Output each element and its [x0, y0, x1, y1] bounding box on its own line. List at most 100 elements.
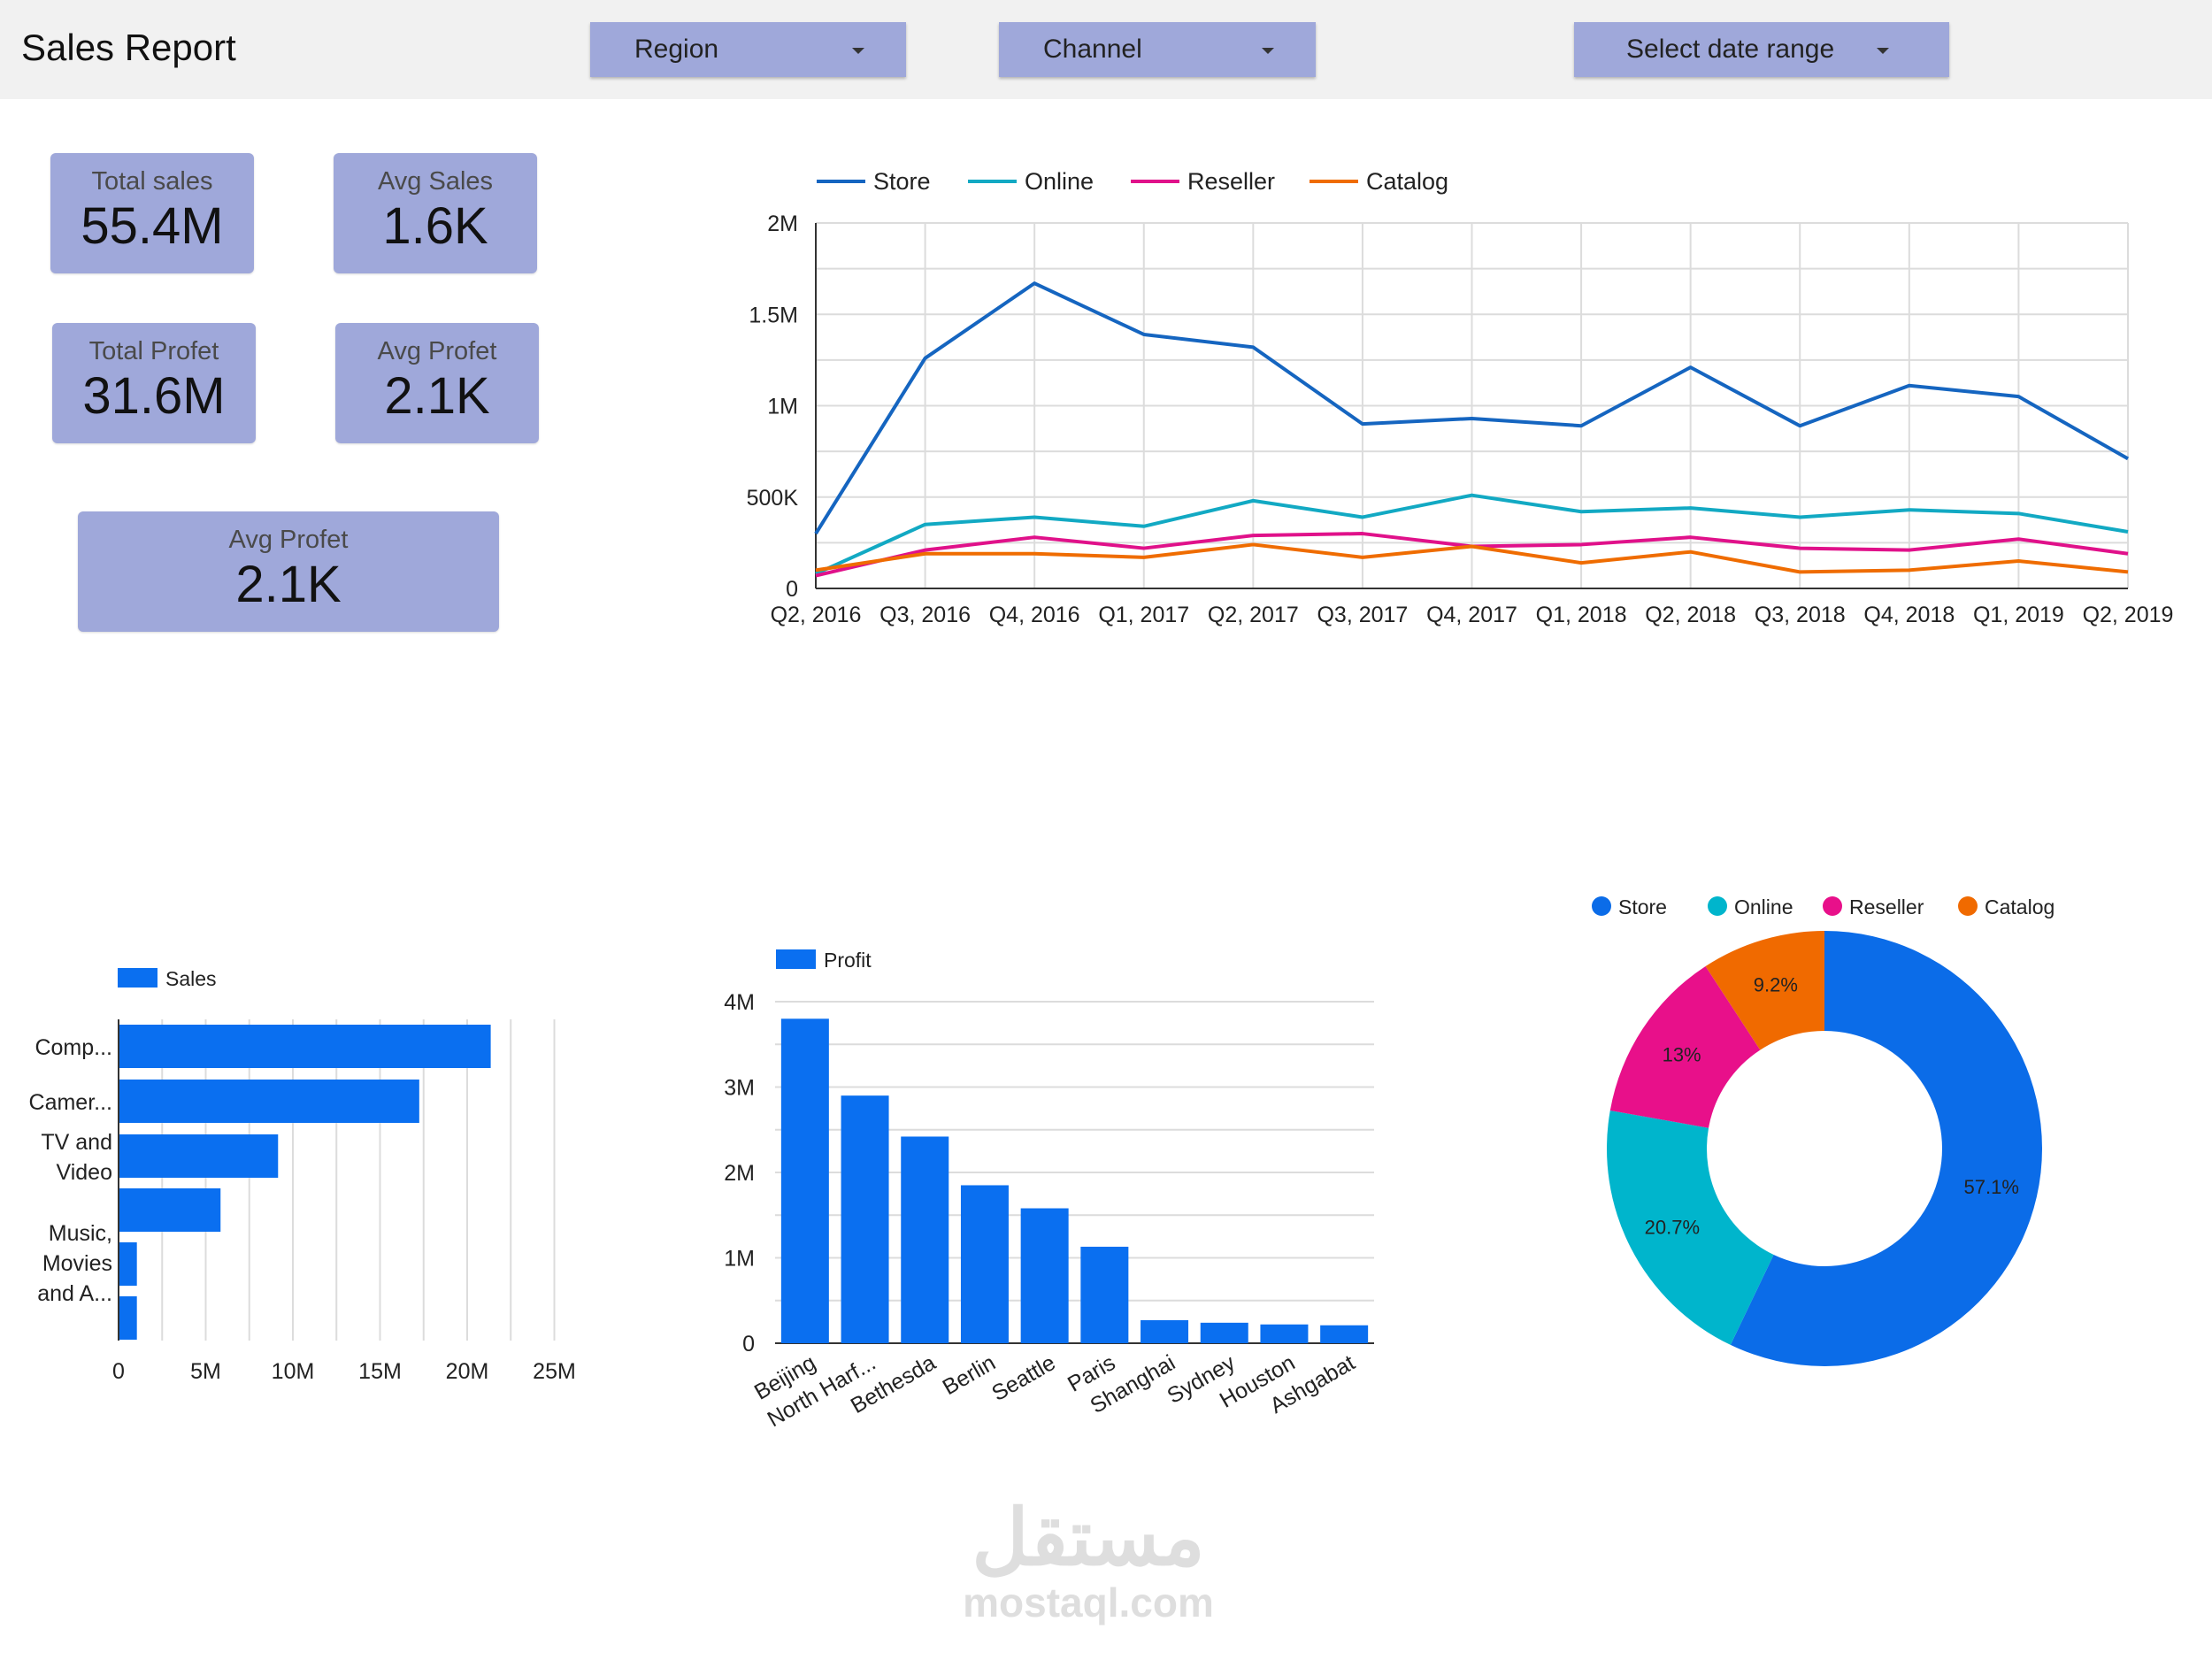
- series-line-online: [815, 493, 2129, 576]
- profit-bar: [1080, 1246, 1129, 1343]
- legend-label: Sales: [165, 967, 217, 990]
- x-tick-label: 10M: [272, 1359, 315, 1384]
- date-range-selector[interactable]: Select date range: [1574, 22, 1949, 77]
- y-tick-label: 0: [742, 1332, 755, 1356]
- x-tick-label: Q3, 2016: [879, 603, 971, 627]
- y-tick-label: 2M: [767, 211, 798, 236]
- x-tick-label: Q4, 2018: [1863, 603, 1955, 627]
- donut-slice-catalog: [1705, 931, 1824, 1050]
- mostaql-watermark: مستقل mostaql.com: [938, 1495, 1239, 1625]
- legend-label: Store: [1618, 895, 1667, 918]
- sales-bar: [119, 1242, 137, 1286]
- legend-label: Reseller: [1187, 168, 1275, 195]
- legend-dot: [1823, 896, 1842, 916]
- chevron-down-icon: [1262, 48, 1274, 54]
- legend-dot: [1708, 896, 1727, 916]
- donut-slice-reseller: [1609, 965, 1761, 1128]
- legend-dot: [1958, 896, 1978, 916]
- legend-label: Reseller: [1849, 895, 1924, 918]
- slice-percent-label: 20.7%: [1645, 1216, 1700, 1238]
- profit-bar: [1200, 1322, 1248, 1343]
- legend-label: Online: [1734, 895, 1793, 918]
- legend-label: Catalog: [1985, 895, 2055, 918]
- sales-bar: [119, 1080, 419, 1123]
- region-filter-label: Region: [634, 35, 719, 64]
- date-range-label: Select date range: [1626, 35, 1835, 64]
- y-tick-label: 500K: [747, 486, 799, 511]
- region-filter-dropdown[interactable]: Region: [590, 22, 906, 77]
- kpi-total-profit: Total Profet 31.6M: [52, 323, 256, 443]
- slice-percent-label: 57.1%: [1964, 1176, 2019, 1198]
- watermark-latin: mostaql.com: [963, 1579, 1214, 1625]
- page-title: Sales Report: [21, 27, 236, 68]
- x-tick-label: Q1, 2017: [1098, 603, 1189, 627]
- y-tick-label: Music, Movies and A...: [37, 1221, 112, 1306]
- x-tick-label: Q2, 2018: [1645, 603, 1736, 627]
- kpi-value: 1.6K: [382, 197, 488, 255]
- legend-dot: [1592, 896, 1611, 916]
- x-tick-label: Q3, 2018: [1755, 603, 1846, 627]
- legend-label: Catalog: [1366, 168, 1448, 195]
- x-tick-label: Q2, 2017: [1208, 603, 1299, 627]
- y-tick-label: 1M: [767, 395, 798, 419]
- x-tick-label: Q3, 2017: [1317, 603, 1408, 627]
- x-tick-label: 5M: [190, 1359, 221, 1384]
- kpi-total-sales: Total sales 55.4M: [50, 153, 254, 273]
- profit-bar: [1020, 1208, 1069, 1343]
- kpi-label: Avg Profet: [377, 337, 497, 365]
- x-tick-label: 25M: [533, 1359, 576, 1384]
- watermark-arabic: مستقل: [972, 1494, 1205, 1581]
- x-tick-label: 15M: [358, 1359, 402, 1384]
- profit-bar: [1260, 1324, 1309, 1343]
- profit-bar: [841, 1095, 889, 1343]
- sales-bar: [119, 1296, 137, 1340]
- x-tick-label: Q2, 2016: [771, 603, 862, 627]
- channel-filter-dropdown[interactable]: Channel: [999, 22, 1316, 77]
- kpi-label: Avg Profet: [228, 526, 349, 554]
- x-tick-label: Q4, 2016: [989, 603, 1080, 627]
- x-tick-label: Q1, 2019: [1973, 603, 2064, 627]
- legend-label: Store: [873, 168, 931, 195]
- kpi-label: Avg Sales: [377, 167, 494, 196]
- x-tick-label: 20M: [446, 1359, 489, 1384]
- y-tick-label: 0: [786, 577, 798, 602]
- kpi-value: 31.6M: [82, 367, 226, 425]
- donut-slice-store: [1730, 931, 2042, 1366]
- profit-bar: [901, 1136, 949, 1343]
- y-tick-label: 1M: [724, 1247, 755, 1272]
- kpi-value: 2.1K: [384, 367, 490, 425]
- kpi-value: 2.1K: [235, 556, 342, 613]
- kpi-label: Total Profet: [88, 337, 219, 365]
- sales-bar: [119, 1134, 279, 1178]
- kpi-avg-profit: Avg Profet 2.1K: [335, 323, 539, 443]
- y-tick-label: 1.5M: [749, 303, 798, 327]
- sales-bar: [119, 1188, 221, 1232]
- y-tick-label: Comp...: [35, 1035, 112, 1060]
- profit-bar: [1320, 1325, 1369, 1343]
- legend-label: Profit: [824, 949, 872, 972]
- kpi-value: 55.4M: [81, 197, 224, 255]
- y-tick-label: Camer...: [29, 1090, 112, 1115]
- series-line-catalog: [815, 542, 2129, 574]
- x-tick-label: 0: [112, 1359, 125, 1384]
- x-tick-label: Q2, 2019: [2083, 603, 2174, 627]
- kpi-avg-profit-large: Avg Profet 2.1K: [78, 511, 499, 632]
- legend-swatch: [118, 968, 157, 988]
- kpi-label: Total sales: [91, 167, 213, 196]
- x-tick-label: Q4, 2017: [1426, 603, 1517, 627]
- legend-label: Online: [1025, 168, 1094, 195]
- series-line-store: [814, 281, 2129, 535]
- profit-bar: [1141, 1319, 1189, 1343]
- profit-bar: [780, 1018, 829, 1343]
- slice-percent-label: 9.2%: [1754, 974, 1798, 996]
- donut-slice-online: [1607, 1110, 1774, 1345]
- profit-bar: [960, 1185, 1009, 1343]
- chevron-down-icon: [1877, 48, 1889, 54]
- x-tick-label: Seattle: [987, 1350, 1059, 1406]
- channel-filter-label: Channel: [1043, 35, 1142, 64]
- legend-swatch: [776, 949, 816, 969]
- y-tick-label: 3M: [724, 1076, 755, 1101]
- slice-percent-label: 13%: [1663, 1043, 1701, 1065]
- sales-bar: [119, 1025, 491, 1068]
